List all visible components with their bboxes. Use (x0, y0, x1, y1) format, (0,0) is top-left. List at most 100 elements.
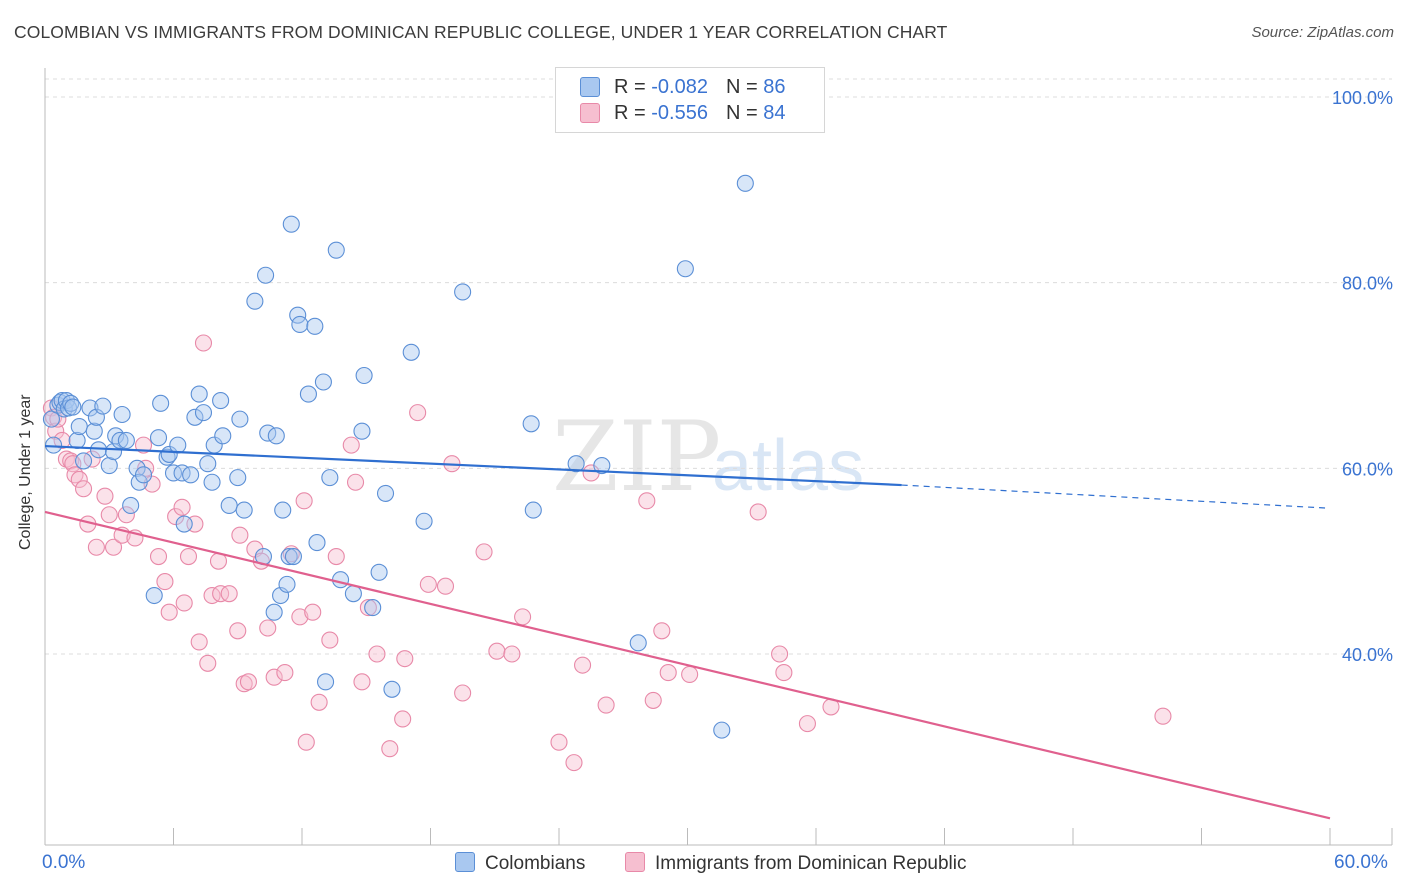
dominican-point (156, 573, 174, 591)
dominican-point (62, 452, 80, 470)
dominican-point (574, 656, 592, 674)
colombian-point (676, 260, 694, 278)
colombian-point (85, 422, 103, 440)
colombian-point (280, 547, 298, 566)
colombian-point (629, 634, 647, 652)
watermark-atlas: atlas (712, 426, 864, 506)
dominican-point (239, 673, 258, 691)
dominican-point (53, 431, 71, 450)
dominican-point (96, 487, 114, 505)
legend-stats-dominican: R = -0.556 N = 84 (614, 102, 785, 125)
dominican-point (259, 619, 277, 637)
dominican-point (203, 586, 221, 605)
colombian-point (454, 283, 472, 301)
legend-swatch-pink (580, 103, 600, 123)
dominican-point (396, 650, 414, 668)
dominican-point (368, 645, 386, 663)
colombian-point (134, 466, 153, 484)
dominican-point (194, 334, 213, 352)
dominican-point (83, 450, 101, 468)
dominican-point (49, 410, 67, 428)
dominican-point (104, 538, 123, 556)
dominican-point (653, 622, 671, 640)
colombian-point (235, 501, 253, 519)
dominican-point (310, 693, 328, 711)
dominican-point (265, 668, 283, 686)
dominican-point (644, 691, 662, 709)
colombian-point (267, 427, 285, 445)
legend-label-colombians: Colombians (485, 853, 586, 874)
colombian-point (713, 721, 731, 739)
r-value: -0.082 (651, 76, 708, 98)
colombian-point (524, 501, 542, 519)
y-tick-label: 60.0% (1342, 459, 1393, 479)
colombian-point (81, 399, 99, 417)
colombian-point (314, 373, 332, 391)
colombian-point (284, 547, 302, 566)
dominican-point (798, 715, 816, 733)
trend-line-dominican (44, 510, 1331, 820)
dominican-point (167, 508, 185, 526)
colombian-point (160, 445, 178, 463)
colombian-point (278, 575, 296, 593)
dominican-point (304, 603, 322, 621)
axes (44, 68, 1393, 846)
series-colombians-points (42, 174, 754, 739)
dominican-point (175, 594, 193, 612)
colombian-point (308, 534, 326, 552)
colombian-point (321, 469, 339, 487)
dominican-point (514, 608, 532, 626)
colombian-point (257, 266, 275, 284)
y-tick-labels: 100.0% 80.0% 60.0% 40.0% (1332, 88, 1393, 665)
colombian-point (70, 418, 88, 436)
dominican-point (394, 710, 412, 728)
legend-swatch-blue (455, 852, 475, 872)
n-value: 84 (763, 102, 786, 124)
dominican-point (488, 642, 506, 660)
colombian-point (152, 394, 170, 412)
dominican-point (346, 473, 365, 491)
dominican-point (659, 664, 677, 682)
colombian-point (402, 343, 420, 361)
n-value: 86 (763, 76, 786, 98)
dominican-point (160, 603, 178, 621)
dominican-point (681, 665, 699, 683)
dominican-point (638, 492, 656, 510)
correlation-legend: R = -0.082 N = 86 R = -0.556 N = 84 (555, 67, 825, 133)
dominican-point (276, 664, 294, 682)
legend-stats-colombians: R = -0.082 N = 86 (614, 76, 785, 99)
dominican-point (1154, 707, 1172, 725)
dominican-point (87, 538, 105, 556)
colombian-point (415, 512, 433, 530)
colombian-point (736, 174, 754, 192)
dominican-point (749, 503, 767, 521)
dominican-point (775, 664, 793, 682)
colombian-point (231, 410, 249, 428)
dominican-point (173, 498, 191, 516)
colombian-point (265, 603, 283, 621)
dominican-point (199, 654, 217, 672)
dominican-point (231, 526, 249, 544)
dominican-point (117, 506, 135, 524)
dominican-point (291, 608, 309, 626)
colombian-point (353, 422, 371, 440)
colombian-point (117, 431, 135, 450)
dominican-point (353, 673, 371, 691)
colombian-point (383, 680, 401, 698)
legend-swatch-blue (580, 77, 600, 97)
colombian-point (75, 452, 93, 470)
dominican-point (454, 684, 472, 702)
colombian-point (282, 215, 300, 233)
trend-lines (44, 444, 1331, 820)
dominican-point (381, 740, 399, 758)
dominican-point (475, 543, 493, 561)
dominican-point (282, 545, 300, 563)
colombian-point (376, 484, 395, 502)
dominican-point (436, 577, 455, 595)
colombian-point (593, 456, 611, 475)
colombian-point (291, 315, 309, 333)
trend-line-colombians-extension (901, 484, 1331, 509)
colombian-point (364, 599, 382, 617)
